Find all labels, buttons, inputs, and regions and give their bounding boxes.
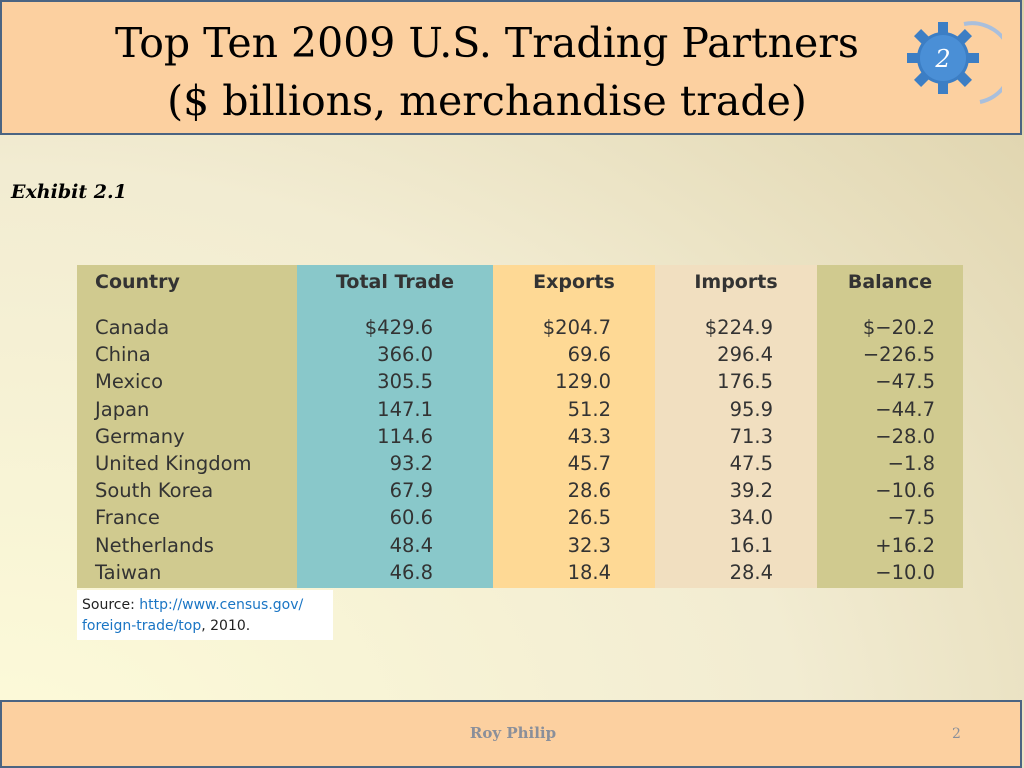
cell-total-trade: 48.4 xyxy=(389,533,433,557)
cell-balance: +16.2 xyxy=(875,533,935,557)
badge-number: 2 xyxy=(934,45,950,73)
cell-total-trade: 60.6 xyxy=(389,506,433,530)
header-imports: Imports xyxy=(694,271,778,293)
cell-country: Mexico xyxy=(95,370,164,394)
cell-balance: $−20.2 xyxy=(862,316,935,339)
cell-country: Taiwan xyxy=(95,560,162,584)
cell-imports: $224.9 xyxy=(704,316,773,339)
cell-total-trade: 46.8 xyxy=(389,560,433,584)
title-line-2: ($ billions, merchandise trade) xyxy=(167,77,807,125)
cell-country: Japan xyxy=(95,397,150,421)
column-balance: Balance $−20.2 −226.5 −47.5 −44.7 −28.0 −1.8 −1… xyxy=(817,265,963,588)
header-balance: Balance xyxy=(847,271,933,293)
cell-total-trade: 147.1 xyxy=(377,397,433,421)
source-note: Source: http://www.census.gov/ foreign-t… xyxy=(77,590,333,640)
cell-exports: 69.6 xyxy=(567,343,611,367)
cell-balance: −10.6 xyxy=(875,479,935,503)
cell-exports: 18.4 xyxy=(567,560,611,584)
header-country: Country xyxy=(95,271,180,293)
cell-imports: 39.2 xyxy=(729,479,773,503)
cell-imports: 176.5 xyxy=(717,370,773,394)
header-exports: Exports xyxy=(533,271,615,293)
cell-country: France xyxy=(95,506,160,530)
source-prefix: Source: xyxy=(82,597,140,613)
trade-table: Country Canada China Mexico Japan Germany Unit… xyxy=(77,265,963,588)
cell-total-trade: 366.0 xyxy=(377,343,433,367)
cell-imports: 71.3 xyxy=(729,424,773,448)
cell-exports: 45.7 xyxy=(567,451,611,475)
cell-total-trade: 93.2 xyxy=(389,451,433,475)
cell-country: China xyxy=(95,343,151,367)
column-country: Country Canada China Mexico Japan Germany Unit… xyxy=(77,265,297,588)
cell-balance: −1.8 xyxy=(887,451,935,475)
gear-icon: 2 xyxy=(907,21,1002,104)
footer-author: Roy Philip xyxy=(469,724,557,742)
slide-title: Top Ten 2009 U.S. Trading Partners ($ bi… xyxy=(2,14,972,130)
cell-country: South Korea xyxy=(95,479,214,503)
cell-total-trade: 67.9 xyxy=(389,479,433,503)
cell-country: Netherlands xyxy=(95,533,214,557)
cell-imports: 296.4 xyxy=(717,343,773,367)
column-imports: Imports $224.9 296.4 176.5 95.9 71.3 47.5 39.2 3… xyxy=(655,265,817,588)
cell-total-trade: $429.6 xyxy=(364,316,433,339)
cell-imports: 95.9 xyxy=(729,397,773,421)
cell-balance: −47.5 xyxy=(875,370,935,394)
cell-imports: 47.5 xyxy=(729,451,773,475)
cell-balance: −44.7 xyxy=(875,397,935,421)
cell-imports: 34.0 xyxy=(729,506,773,530)
cell-country: United Kingdom xyxy=(95,451,252,475)
cell-country: Canada xyxy=(95,316,170,339)
title-bar: Top Ten 2009 U.S. Trading Partners ($ bi… xyxy=(0,0,1022,135)
cell-balance: −10.0 xyxy=(875,560,935,584)
exhibit-label: Exhibit 2.1 xyxy=(11,181,127,203)
source-link-part1[interactable]: http://www.census.gov/ xyxy=(139,597,304,613)
cell-imports: 28.4 xyxy=(729,560,773,584)
cell-exports: $204.7 xyxy=(542,316,611,339)
cell-exports: 51.2 xyxy=(567,397,611,421)
cell-exports: 32.3 xyxy=(567,533,611,557)
column-total-trade: Total Trade $429.6 366.0 305.5 147.1 114.6 93.… xyxy=(297,265,493,588)
cell-balance: −7.5 xyxy=(887,506,935,530)
source-suffix: , 2010. xyxy=(201,618,251,634)
source-link-part2[interactable]: foreign-trade/top xyxy=(82,618,202,634)
cell-total-trade: 114.6 xyxy=(377,424,433,448)
cell-balance: −226.5 xyxy=(862,343,935,367)
cell-exports: 26.5 xyxy=(567,506,611,530)
cell-country: Germany xyxy=(95,424,185,448)
header-total-trade: Total Trade xyxy=(335,271,455,293)
footer-bar: Roy Philip 2 xyxy=(0,700,1022,768)
cell-exports: 28.6 xyxy=(567,479,611,503)
cell-imports: 16.1 xyxy=(729,533,773,557)
cell-total-trade: 305.5 xyxy=(377,370,433,394)
title-line-1: Top Ten 2009 U.S. Trading Partners xyxy=(115,19,859,67)
column-exports: Exports $204.7 69.6 129.0 51.2 43.3 45.7 28.6 26… xyxy=(493,265,655,588)
cell-exports: 43.3 xyxy=(567,424,611,448)
cell-balance: −28.0 xyxy=(875,424,935,448)
page-number: 2 xyxy=(952,726,961,742)
cell-exports: 129.0 xyxy=(555,370,611,394)
